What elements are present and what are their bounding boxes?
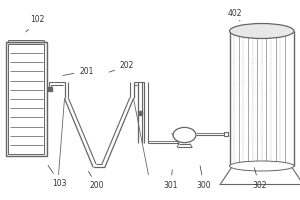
Circle shape bbox=[173, 127, 196, 143]
Ellipse shape bbox=[230, 161, 294, 171]
Text: 102: 102 bbox=[26, 16, 44, 32]
Text: 103: 103 bbox=[48, 165, 67, 188]
Text: 301: 301 bbox=[164, 170, 178, 190]
Text: 201: 201 bbox=[63, 66, 94, 75]
Text: 202: 202 bbox=[109, 62, 134, 72]
Bar bbox=[8, 44, 44, 154]
Text: 200: 200 bbox=[88, 171, 104, 190]
Text: 300: 300 bbox=[196, 166, 211, 190]
Bar bbox=[6, 42, 46, 156]
Text: 302: 302 bbox=[252, 168, 266, 190]
Ellipse shape bbox=[230, 23, 294, 38]
Text: 402: 402 bbox=[228, 8, 242, 21]
